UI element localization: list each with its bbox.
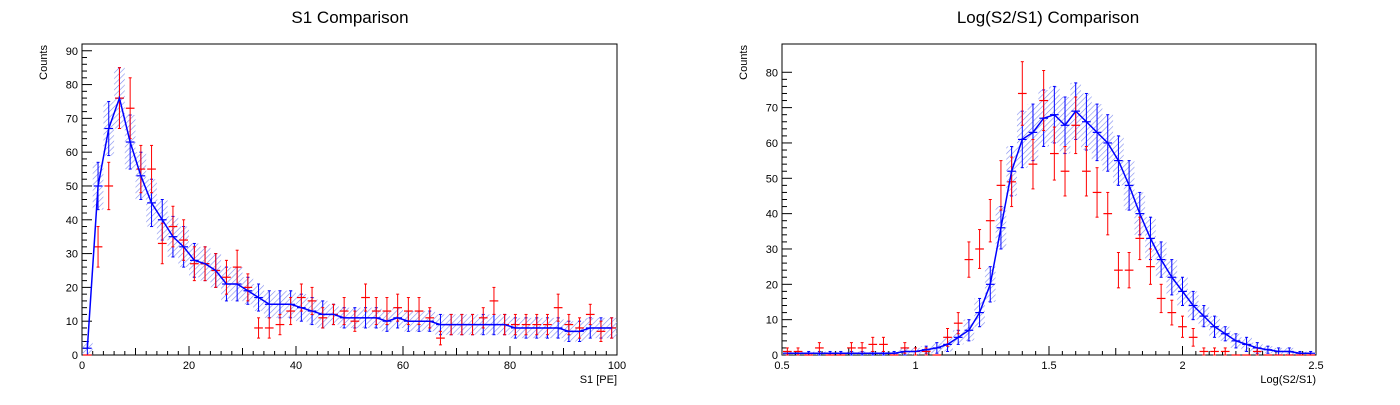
x-tick-label: 80 — [504, 360, 516, 372]
y-tick-label: 70 — [766, 103, 778, 115]
x-tick-label: 20 — [183, 360, 195, 372]
x-axis-label: S1 [PE] — [580, 374, 617, 386]
data-series — [783, 61, 1315, 356]
y-tick-label: 20 — [66, 282, 78, 294]
x-tick-label: 40 — [290, 360, 302, 372]
x-tick-label: 2 — [1179, 360, 1185, 372]
y-axis-label: Counts — [38, 45, 50, 80]
x-axis-label: Log(S2/S1) — [1260, 374, 1316, 386]
x-tick-label: 0.5 — [774, 360, 789, 372]
y-tick-label: 60 — [66, 147, 78, 159]
y-tick-label: 30 — [66, 249, 78, 261]
chart-title: S1 Comparison — [291, 8, 408, 27]
model-uncertainty-band — [782, 82, 1316, 355]
model-line — [787, 110, 1311, 354]
x-tick-label: 100 — [608, 360, 626, 372]
y-tick-label: 10 — [766, 315, 778, 327]
y-tick-label: 0 — [772, 350, 778, 362]
y-tick-label: 0 — [72, 350, 78, 362]
x-tick-label: 1 — [912, 360, 918, 372]
y-tick-label: 70 — [66, 113, 78, 125]
x-tick-label: 1.5 — [1041, 360, 1056, 372]
y-tick-label: 30 — [766, 244, 778, 256]
s1-comparison-panel: S1 Comparison Counts S1 [PE] 0 10 20 30 40 50… — [38, 8, 626, 386]
y-axis-label: Counts — [738, 45, 750, 80]
y-tick-label: 20 — [766, 279, 778, 291]
y-tick-label: 80 — [766, 67, 778, 79]
y-tick-label: 40 — [66, 215, 78, 227]
x-tick-label: 0 — [79, 360, 85, 372]
x-tick-label: 2.5 — [1308, 360, 1323, 372]
chart-title: Log(S2/S1) Comparison — [957, 8, 1139, 27]
model-line — [86, 95, 612, 349]
y-tick-label: 50 — [766, 173, 778, 185]
y-tick-label: 40 — [766, 209, 778, 221]
x-tick-label: 60 — [397, 360, 409, 372]
y-tick-label: 50 — [66, 181, 78, 193]
y-tick-label: 60 — [766, 138, 778, 150]
log-ratio-comparison-panel: Log(S2/S1) Comparison Counts Log(S2/S1) … — [738, 8, 1324, 386]
y-tick-label: 10 — [66, 316, 78, 328]
y-tick-label: 80 — [66, 80, 78, 92]
y-tick-label: 90 — [66, 46, 78, 58]
